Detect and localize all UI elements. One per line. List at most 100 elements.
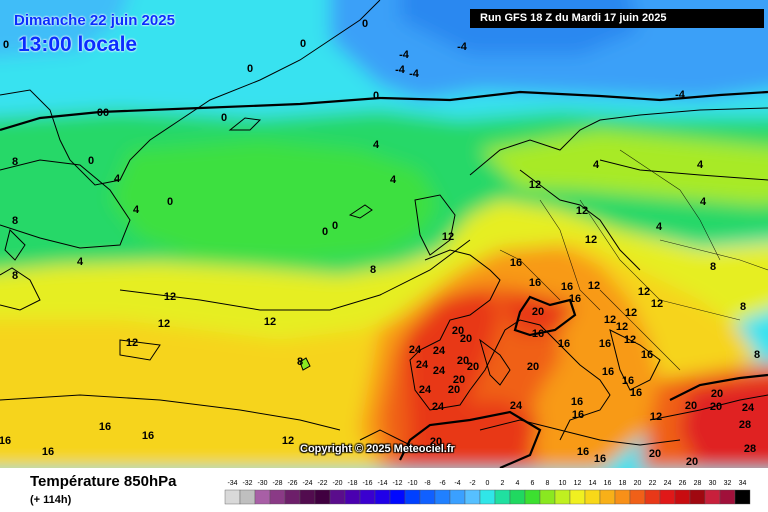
isotherm-label: 24 [510,400,523,412]
isotherm-label: 0 [362,18,368,30]
isotherm-label: 8 [370,264,376,276]
legend-swatch [554,489,571,505]
legend-label: 2 [501,480,505,487]
isotherm-label: 20 [460,333,472,345]
isotherm-label: 4 [133,204,140,216]
legend-swatch [269,489,286,505]
isotherm-label: -4 [395,64,406,76]
legend-swatch [284,489,301,505]
legend-label: -32 [242,480,252,487]
temperature-map[interactable]: 0 0 0 0 0 00 0 0 0 0 0 -4 -4 -4 -4 -4 4 4 4 4 4 4 4 4 4 8 8 8 8 8 8 8 8 1… [0,0,768,468]
forecast-date: Dimanche 22 juin 2025 [14,12,175,29]
isotherm-label: 16 [42,446,54,458]
isotherm-label: 0 [332,220,338,232]
isotherm-label: 24 [409,344,422,356]
isotherm-label: 24 [416,359,429,371]
legend-label: 4 [516,480,520,487]
isotherm-label: 12 [264,316,276,328]
legend-swatch [389,489,406,505]
isotherm-label: 4 [373,139,380,151]
isotherm-label: 4 [593,159,600,171]
isotherm-label: 12 [616,321,628,333]
legend-swatch [449,489,466,505]
run-info: Run GFS 18 Z du Mardi 17 juin 2025 [470,9,764,28]
isotherm-label: 16 [630,387,642,399]
isotherm-label: 0 [3,39,9,51]
isotherm-lines [0,159,768,431]
legend-label: -26 [287,480,297,487]
legend-label: 6 [531,480,535,487]
isotherm-label: 00 [97,107,109,119]
legend-label: 32 [724,480,732,487]
isotherm-label: 24 [432,401,445,413]
legend-swatch [569,489,586,505]
legend-swatch [239,489,256,505]
isotherm-label: 24 [419,384,432,396]
isotherm-label: 12 [625,307,637,319]
legend-swatch [224,489,241,505]
legend-swatch [344,489,361,505]
isotherm-label: 16 [0,435,11,447]
isotherm-label: 12 [529,179,541,191]
legend-label: 22 [649,480,657,487]
legend-swatch [254,489,271,505]
isotherm-label: 20 [711,388,723,400]
legend-swatch [584,489,601,505]
legend-label: 30 [709,480,717,487]
legend-swatch [359,489,376,505]
isotherm-label: 4 [390,174,397,186]
isotherm-label: 12 [585,234,597,246]
legend-label: 16 [604,480,612,487]
legend-swatch [704,489,721,505]
legend-label: 8 [546,480,550,487]
legend-label: -18 [347,480,357,487]
isotherm-label: 24 [433,345,446,357]
isotherm-label: 12 [651,298,663,310]
isotherm-label: 16 [558,338,570,350]
isotherm-label: 16 [571,396,583,408]
legend-label: -22 [317,480,327,487]
isotherm-label: -4 [399,49,410,61]
isotherm-label: 12 [158,318,170,330]
legend-swatch [329,489,346,505]
legend-swatch [524,489,541,505]
legend-swatch [629,489,646,505]
isotherm-label: 16 [577,446,589,458]
isotherm-label: 16 [572,409,584,421]
legend-swatch [509,489,526,505]
copyright-text: Copyright © 2025 Meteociel.fr [300,443,455,455]
isotherm-label: 28 [739,419,751,431]
legend-label: 0 [486,480,490,487]
legend-swatch [734,489,751,505]
isotherm-label: 0 [221,112,227,124]
isotherm-label: 20 [649,448,661,460]
isotherm-label: 20 [430,436,442,448]
legend-swatch [479,489,496,505]
borders [499,149,768,371]
isotherm-label: 16 [599,338,611,350]
isotherm-label: 16 [641,349,653,361]
isotherm-label: -4 [409,68,420,80]
legend-swatch [464,489,481,505]
isotherm-label: 20 [532,306,544,318]
legend-label: 12 [574,480,582,487]
isotherm-label: 12 [638,286,650,298]
legend-label: -12 [392,480,402,487]
legend-label: -28 [272,480,282,487]
isotherm-label: 8 [710,261,716,273]
isotherm-label: 16 [602,366,614,378]
legend-swatch [404,489,421,505]
isotherm-label: 8 [754,349,760,361]
legend-label: -4 [454,480,460,487]
temperature-field [0,0,768,468]
coastlines [0,0,768,451]
legend-swatch [614,489,631,505]
isotherm-label: 20 [467,361,479,373]
legend-swatch [659,489,676,505]
isotherm-label: 20 [685,400,697,412]
legend-label: -14 [377,480,387,487]
legend-swatch [599,489,616,505]
legend-label: 26 [679,480,687,487]
legend-swatch [419,489,436,505]
isotherm-label: 20 [452,325,464,337]
